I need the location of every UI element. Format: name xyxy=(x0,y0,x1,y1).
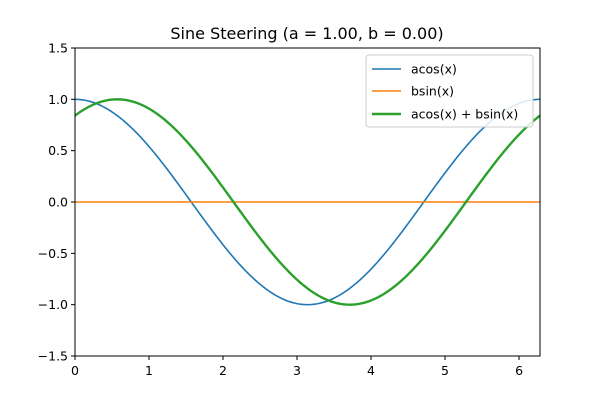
series-line-0 xyxy=(75,98,540,306)
x-tick-label: 5 xyxy=(441,363,449,378)
series-line-2 xyxy=(75,98,540,306)
legend-label-2: acos(x) + bsin(x) xyxy=(411,107,518,122)
y-tick-label: 1.0 xyxy=(48,92,68,107)
legend: acos(x) bsin(x) acos(x) + bsin(x) xyxy=(365,54,534,128)
legend-label-0: acos(x) xyxy=(411,62,457,77)
x-tick-label: 2 xyxy=(219,363,227,378)
x-tick-label: 3 xyxy=(293,363,301,378)
y-tick-label: 0.0 xyxy=(48,195,68,210)
x-tick-label: 4 xyxy=(367,363,375,378)
x-tick-label: 1 xyxy=(145,363,153,378)
y-tick-label: 1.5 xyxy=(48,41,68,56)
y-tick-label: −1.5 xyxy=(38,349,68,364)
x-tick-label: 6 xyxy=(515,363,523,378)
chart-title: Sine Steering (a = 1.00, b = 0.00) xyxy=(170,24,443,43)
legend-label-1: bsin(x) xyxy=(411,84,454,99)
legend-box xyxy=(365,54,534,128)
y-tick-label: −0.5 xyxy=(38,246,68,261)
y-tick-label: 0.5 xyxy=(48,143,68,158)
y-tick-label: −1.0 xyxy=(38,297,68,312)
x-tick-label: 0 xyxy=(71,363,79,378)
